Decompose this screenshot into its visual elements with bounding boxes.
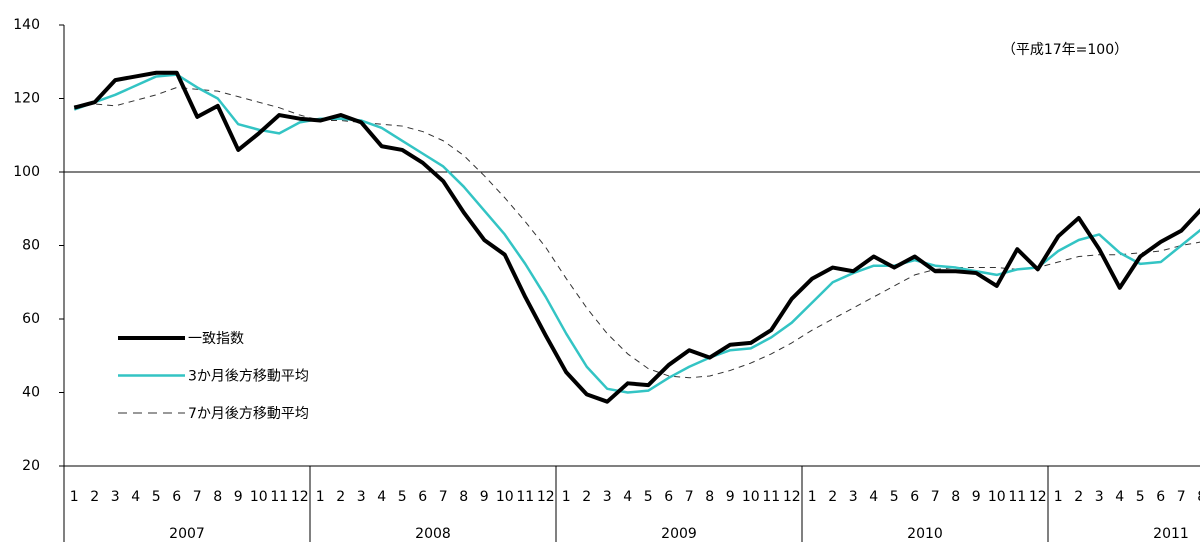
- x-tick-label: 7: [931, 489, 940, 505]
- x-tick-label: 8: [459, 489, 468, 505]
- legend-label: 一致指数: [188, 331, 244, 347]
- y-tick-label: 60: [22, 311, 40, 327]
- x-tick-label: 5: [152, 489, 161, 505]
- x-tick-label: 7: [685, 489, 694, 505]
- x-tick-label: 10: [988, 489, 1006, 505]
- y-tick-label: 140: [13, 17, 40, 33]
- x-tick-label: 3: [603, 489, 612, 505]
- x-tick-label: 9: [972, 489, 981, 505]
- x-tick-label: 7: [1177, 489, 1186, 505]
- x-tick-label: 1: [1054, 489, 1063, 505]
- x-tick-label: 5: [398, 489, 407, 505]
- x-tick-label: 1: [70, 489, 79, 505]
- x-tick-label: 1: [562, 489, 571, 505]
- x-tick-label: 5: [1136, 489, 1145, 505]
- x-tick-label: 5: [890, 489, 899, 505]
- x-tick-label: 11: [270, 489, 288, 505]
- x-tick-label: 10: [250, 489, 268, 505]
- x-tick-label: 11: [516, 489, 534, 505]
- year-label: 2011: [1153, 526, 1189, 542]
- x-tick-label: 3: [357, 489, 366, 505]
- x-tick-label: 5: [644, 489, 653, 505]
- x-tick-label: 7: [439, 489, 448, 505]
- x-tick-label: 8: [1197, 489, 1200, 505]
- x-tick-label: 11: [762, 489, 780, 505]
- year-label: 2007: [169, 526, 205, 542]
- x-tick-label: 6: [1156, 489, 1165, 505]
- x-tick-label: 8: [213, 489, 222, 505]
- annotation: （平成17年=100）: [1002, 42, 1128, 58]
- x-tick-label: 10: [496, 489, 514, 505]
- x-tick-label: 9: [480, 489, 489, 505]
- x-tick-label: 1: [316, 489, 325, 505]
- year-label: 2009: [661, 526, 697, 542]
- x-tick-label: 12: [783, 489, 801, 505]
- x-tick-label: 4: [623, 489, 632, 505]
- x-tick-label: 6: [418, 489, 427, 505]
- x-tick-label: 12: [291, 489, 309, 505]
- x-tick-label: 6: [172, 489, 181, 505]
- legend-label: 7か月後方移動平均: [188, 406, 309, 422]
- x-tick-label: 2: [1074, 489, 1083, 505]
- x-tick-label: 3: [111, 489, 120, 505]
- x-tick-label: 9: [726, 489, 735, 505]
- x-tick-label: 6: [664, 489, 673, 505]
- x-tick-label: 4: [1115, 489, 1124, 505]
- x-tick-label: 11: [1008, 489, 1026, 505]
- x-tick-label: 12: [1029, 489, 1047, 505]
- y-tick-label: 100: [13, 164, 40, 180]
- x-tick-label: 1: [808, 489, 817, 505]
- x-tick-label: 2: [90, 489, 99, 505]
- x-tick-label: 4: [377, 489, 386, 505]
- x-tick-label: 12: [537, 489, 555, 505]
- x-tick-label: 3: [1095, 489, 1104, 505]
- legend-label: 3か月後方移動平均: [188, 369, 309, 385]
- x-tick-label: 8: [951, 489, 960, 505]
- x-tick-label: 7: [193, 489, 202, 505]
- y-tick-label: 40: [22, 385, 40, 401]
- x-tick-label: 4: [131, 489, 140, 505]
- x-tick-label: 9: [234, 489, 243, 505]
- x-tick-label: 3: [849, 489, 858, 505]
- y-tick-label: 20: [22, 458, 40, 474]
- x-tick-label: 6: [910, 489, 919, 505]
- x-tick-label: 4: [869, 489, 878, 505]
- x-tick-label: 8: [705, 489, 714, 505]
- series-line: [73, 70, 1200, 404]
- year-label: 2010: [907, 526, 943, 542]
- x-tick-label: 10: [742, 489, 760, 505]
- y-tick-label: 120: [13, 91, 40, 107]
- y-tick-label: 80: [22, 238, 40, 254]
- x-tick-label: 2: [582, 489, 591, 505]
- x-tick-label: 2: [336, 489, 345, 505]
- year-label: 2008: [415, 526, 451, 542]
- x-tick-label: 2: [828, 489, 837, 505]
